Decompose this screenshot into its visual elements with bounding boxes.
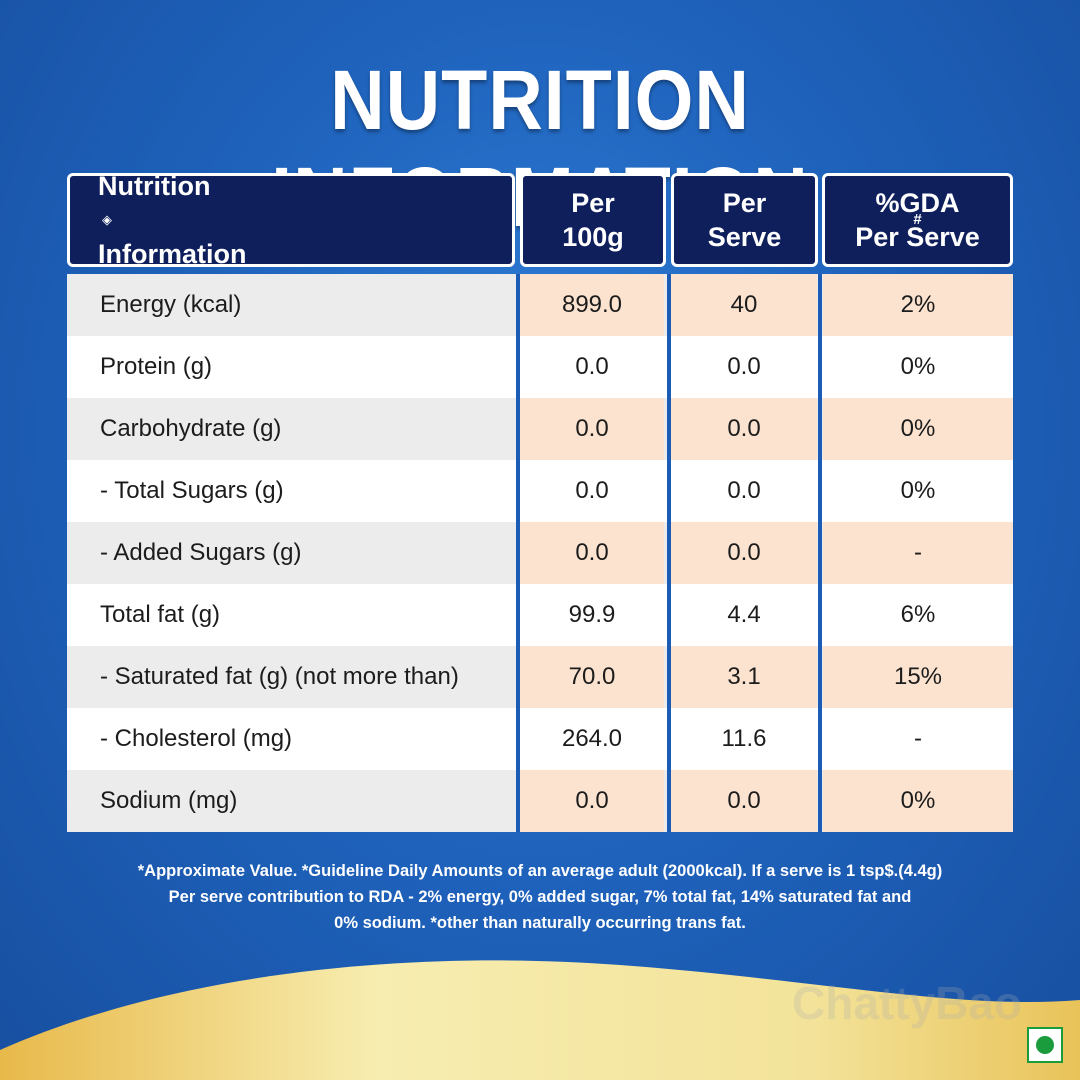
table-row: - Cholesterol (mg) 264.0 11.6 - [67, 708, 1013, 770]
nutrition-table: Energy (kcal) 899.0 40 2% Protein (g) 0.… [67, 274, 1013, 832]
per-100g-value: 899.0 [520, 274, 664, 336]
gda-value: 6% [900, 601, 936, 628]
gda-value: 0% [900, 353, 936, 380]
row-label: Sodium (mg) [100, 787, 238, 814]
per-serve-value: 0.0 [671, 770, 817, 832]
gda-value: 0% [823, 770, 1013, 832]
per-serve-value: 11.6 [721, 725, 767, 752]
footnote-line: Per serve contribution to RDA - 2% energ… [168, 888, 912, 906]
column-divider [818, 274, 822, 832]
decorative-wave [0, 960, 1080, 1080]
header-col3-line1: %GDA [875, 188, 960, 218]
table-row: - Saturated fat (g) (not more than) 70.0… [67, 646, 1013, 708]
gda-value: 15% [823, 646, 1013, 708]
gda-value: 2% [823, 274, 1013, 336]
header-nutrition-information: Nutrition ◈ Information [67, 171, 515, 269]
row-label: - Added Sugars (g) [100, 539, 302, 566]
header-col0-line2: Information [98, 239, 247, 269]
header-per-100g: Per 100g [520, 173, 666, 267]
header-per-serve: Per Serve [671, 173, 818, 267]
footnote-line: *Approximate Value. *Guideline Daily Amo… [137, 862, 943, 880]
table-row: Total fat (g) 99.9 4.4 6% [67, 584, 1013, 646]
per-serve-value: 0.0 [727, 353, 761, 380]
header-col2-line1: Per [722, 188, 767, 218]
table-row: - Added Sugars (g) 0.0 0.0 - [67, 522, 1013, 584]
table-row: Energy (kcal) 899.0 40 2% [67, 274, 1013, 336]
table-row: Protein (g) 0.0 0.0 0% [67, 336, 1013, 398]
row-label: Protein (g) [100, 353, 213, 380]
gda-value: 0% [900, 477, 936, 504]
per-serve-value: 3.1 [671, 646, 817, 708]
footnote: *Approximate Value. *Guideline Daily Amo… [40, 858, 1040, 936]
row-label: Carbohydrate (g) [100, 415, 282, 442]
per-100g-value: 99.9 [568, 601, 616, 628]
table-row: Sodium (mg) 0.0 0.0 0% [67, 770, 1013, 832]
table-row: - Total Sugars (g) 0.0 0.0 0% [67, 460, 1013, 522]
row-label: - Saturated fat (g) (not more than) [100, 663, 459, 690]
column-divider [667, 274, 671, 832]
header-col2-line2: Serve [707, 222, 782, 252]
veg-symbol-icon [1027, 1027, 1063, 1063]
per-serve-value: 0.0 [671, 398, 817, 460]
per-100g-value: 0.0 [575, 477, 609, 504]
row-label: - Total Sugars (g) [100, 477, 284, 504]
approx-mark-icon: ◈ [102, 212, 112, 227]
per-100g-value: 264.0 [561, 725, 623, 752]
row-label: - Cholesterol (mg) [100, 725, 293, 752]
gda-value: 0% [823, 398, 1013, 460]
per-100g-value: 70.0 [520, 646, 664, 708]
watermark: ChattyBao [792, 977, 1023, 1029]
row-label: Total fat (g) [100, 601, 221, 628]
per-serve-value: 40 [671, 274, 817, 336]
per-serve-value: 0.0 [727, 477, 761, 504]
header-col1-line1: Per [571, 188, 615, 218]
row-label: Energy (kcal) [100, 291, 242, 318]
header-gda-per-serve: %GDA # Per Serve [822, 173, 1013, 267]
table-row: Carbohydrate (g) 0.0 0.0 0% [67, 398, 1013, 460]
header-col0-line1: Nutrition [98, 171, 211, 201]
gda-value: - [914, 725, 922, 752]
per-100g-value: 0.0 [520, 398, 664, 460]
column-divider [516, 274, 520, 832]
per-100g-value: 0.0 [520, 522, 664, 584]
per-100g-value: 0.0 [575, 353, 609, 380]
per-serve-value: 4.4 [727, 601, 761, 628]
header-col3-line2: Per Serve [855, 222, 980, 252]
header-col1-line2: 100g [562, 222, 624, 252]
footnote-line: 0% sodium. *other than naturally occurri… [334, 914, 746, 932]
gda-value: - [823, 522, 1013, 584]
per-100g-value: 0.0 [520, 770, 664, 832]
per-serve-value: 0.0 [671, 522, 817, 584]
